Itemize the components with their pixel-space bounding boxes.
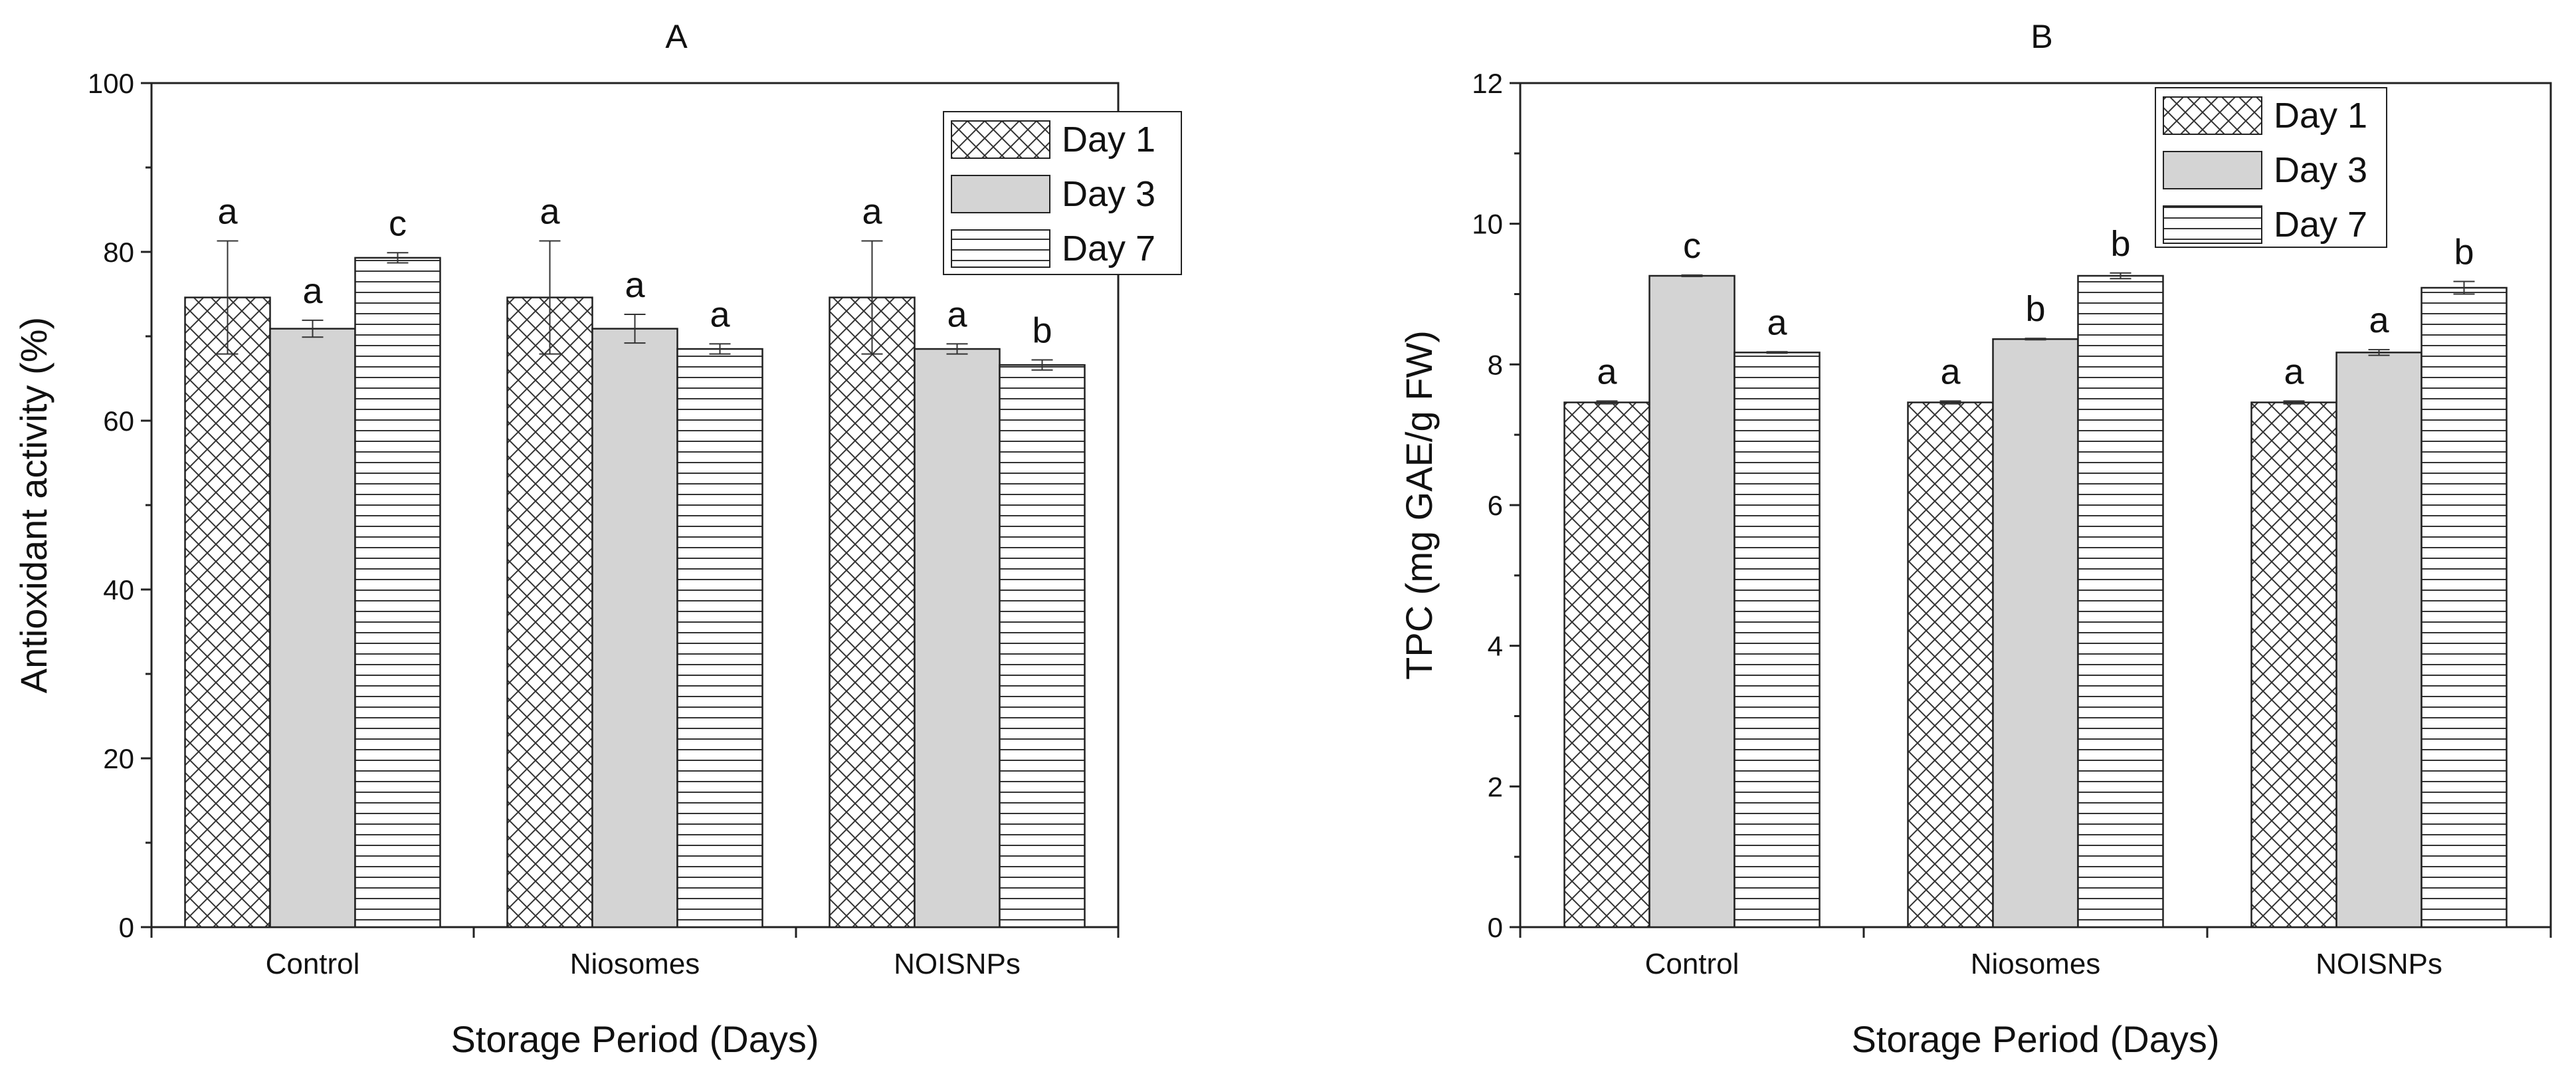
bar-day-7-niosomes bbox=[676, 348, 763, 928]
significance-letter: a bbox=[2284, 352, 2304, 391]
legend-swatch bbox=[2163, 205, 2262, 244]
y-tick-label: 20 bbox=[103, 743, 134, 774]
significance-letter: a bbox=[625, 265, 645, 305]
bar-day-1-noisnps bbox=[829, 296, 916, 928]
y-tick-label: 0 bbox=[1488, 912, 1503, 943]
y-axis-label: TPC (mg GAE/g FW) bbox=[1398, 330, 1440, 680]
x-tick-label: NOISNPs bbox=[894, 948, 1021, 980]
bar-day-1-niosomes bbox=[1907, 401, 1994, 928]
legend-swatch bbox=[951, 175, 1050, 213]
significance-letter: c bbox=[389, 203, 407, 243]
x-tick-label: Niosomes bbox=[1971, 948, 2101, 980]
significance-letter: b bbox=[2025, 289, 2045, 329]
legend-swatch bbox=[951, 120, 1050, 159]
bar-day-3-control bbox=[1648, 274, 1735, 928]
legend-label: Day 7 bbox=[1062, 229, 1155, 269]
significance-letter: b bbox=[1032, 311, 1052, 351]
x-axis-label: Storage Period (Days) bbox=[450, 1018, 819, 1060]
significance-letter: a bbox=[1940, 352, 1961, 391]
bar-day-3-noisnps bbox=[914, 348, 1001, 928]
bar-day-1-control bbox=[184, 296, 271, 928]
panel-b: B 0 2 4 6 8 10 12 Control Niosomes NOISNPs Storage … bbox=[1398, 18, 2552, 1060]
y-tick-label: 0 bbox=[119, 912, 134, 943]
bar-day-1-noisnps bbox=[2250, 401, 2337, 928]
bar-day-7-niosomes bbox=[2077, 274, 2164, 928]
legend-label: Day 1 bbox=[2274, 96, 2367, 136]
bar-day-3-niosomes bbox=[591, 328, 678, 928]
y-tick-label: 6 bbox=[1488, 490, 1503, 521]
significance-letter: a bbox=[862, 191, 882, 231]
significance-letter: a bbox=[302, 271, 323, 311]
y-tick-label: 12 bbox=[1472, 68, 1503, 99]
y-tick-label: 4 bbox=[1488, 631, 1503, 662]
y-tick-label: 2 bbox=[1488, 771, 1503, 802]
legend-label: Day 3 bbox=[2274, 150, 2367, 190]
bar-day-7-noisnps bbox=[2421, 286, 2508, 928]
significance-letter: a bbox=[1767, 302, 1787, 342]
bar-day-1-control bbox=[1563, 401, 1650, 928]
significance-letter: a bbox=[1597, 352, 1617, 391]
significance-letter: a bbox=[2369, 300, 2389, 340]
x-tick-label: Control bbox=[1645, 948, 1739, 980]
legend-swatch bbox=[951, 229, 1050, 268]
x-tick-label: NOISNPs bbox=[2316, 948, 2442, 980]
significance-letter: a bbox=[540, 191, 560, 231]
legend-label: Day 3 bbox=[1062, 174, 1155, 214]
panel-a: A 0 20 40 60 80 100 Control Niosomes NOISNPs Stora… bbox=[13, 18, 1182, 1060]
x-axis-label: Storage Period (Days) bbox=[1851, 1018, 2219, 1060]
significance-letter: b bbox=[2454, 232, 2474, 272]
chart-title: A bbox=[665, 18, 688, 55]
y-tick-label: 40 bbox=[103, 574, 134, 605]
significance-letter: a bbox=[947, 294, 967, 334]
bar-day-3-noisnps bbox=[2335, 352, 2423, 928]
significance-letter: c bbox=[1683, 226, 1701, 266]
y-tick-label: 60 bbox=[103, 405, 134, 437]
significance-letter: a bbox=[710, 294, 730, 334]
bar-day-7-control bbox=[354, 257, 441, 928]
y-tick-label: 80 bbox=[103, 237, 134, 268]
significance-letter: a bbox=[217, 191, 238, 231]
y-tick-label: 8 bbox=[1488, 349, 1503, 380]
legend-label: Day 1 bbox=[1062, 120, 1155, 160]
x-tick-label: Control bbox=[266, 948, 360, 980]
y-tick-label: 10 bbox=[1472, 209, 1503, 240]
legend-swatch bbox=[2163, 151, 2262, 189]
bar-day-3-control bbox=[269, 328, 356, 928]
bar-day-1-niosomes bbox=[506, 296, 593, 928]
significance-letter: b bbox=[2110, 224, 2130, 264]
bar-day-7-control bbox=[1734, 352, 1821, 928]
legend-label: Day 7 bbox=[2274, 205, 2367, 245]
y-tick-label: 100 bbox=[88, 68, 134, 99]
x-tick-label: Niosomes bbox=[570, 948, 700, 980]
bar-day-7-noisnps bbox=[999, 364, 1086, 928]
chart-title: B bbox=[2031, 18, 2052, 55]
legend-swatch bbox=[2163, 96, 2262, 135]
y-axis-label: Antioxidant activity (%) bbox=[13, 317, 54, 693]
bar-day-3-niosomes bbox=[1992, 338, 2079, 928]
